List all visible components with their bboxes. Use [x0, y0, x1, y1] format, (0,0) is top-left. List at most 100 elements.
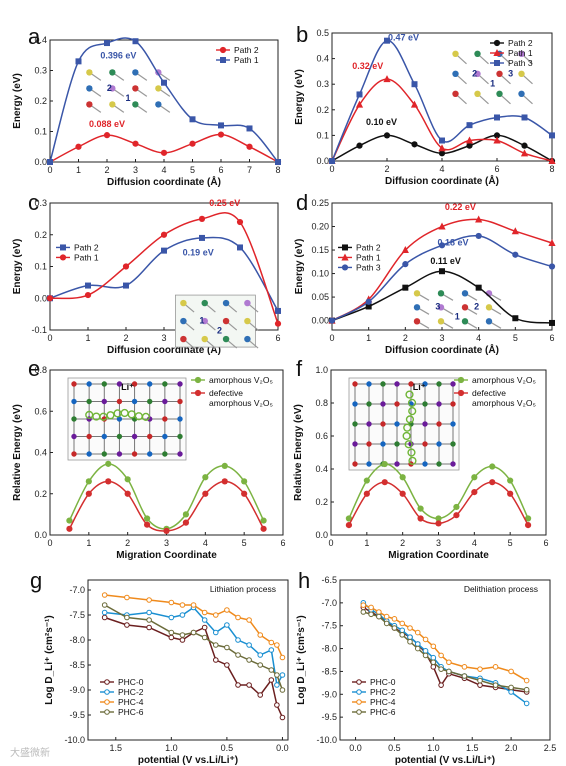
data-point	[411, 81, 418, 88]
data-point	[268, 639, 275, 646]
data-point	[381, 460, 388, 468]
x-tick-label: 4	[161, 165, 166, 175]
atom-dot	[116, 433, 123, 440]
x-tick-label: 8	[549, 164, 554, 174]
atom-dot	[452, 70, 459, 78]
y-tick-label: 0.1	[34, 262, 47, 272]
legend-swatch-marker	[194, 389, 202, 397]
data-point	[435, 515, 442, 522]
data-point	[508, 684, 514, 691]
atom-dot	[71, 451, 77, 457]
legend-label: amorphous V₂O₅	[209, 375, 273, 385]
x-tick-label: 3	[161, 333, 166, 343]
legend-label: PHC-6	[118, 707, 144, 717]
data-point	[257, 632, 264, 638]
y-tick-label: 0.3	[34, 66, 47, 76]
data-point	[101, 602, 108, 608]
x-tick-label: 1	[366, 333, 371, 343]
data-point	[146, 624, 152, 631]
data-point	[122, 263, 130, 270]
data-point	[160, 149, 168, 156]
y-tick-label: -7.0	[69, 585, 85, 595]
value-annotation: 0.25 eV	[209, 198, 240, 208]
y-tick-label: 0.25	[311, 198, 329, 208]
atom-dot	[71, 433, 77, 440]
inset-path-label: 1	[126, 93, 131, 103]
y-tick-label: -9.0	[321, 689, 337, 699]
atom-dot	[86, 85, 93, 92]
legend-label: PHC-0	[118, 677, 144, 687]
data-point	[179, 612, 186, 618]
data-point	[520, 149, 529, 157]
li-path-dot	[405, 390, 414, 399]
atom-dot	[422, 381, 428, 387]
chart-panel-f: f 0 1 2 3 4 5 6 0.0 0.2 0.4 0.6 0.8 1.0 Migration Coor…	[293, 356, 549, 561]
data-point	[453, 503, 460, 511]
atom-dot	[352, 421, 358, 427]
x-tick-label: 0.0	[276, 743, 289, 753]
legend-swatch-marker	[104, 709, 110, 715]
data-point	[475, 284, 482, 291]
value-annotation: 0.32 eV	[352, 61, 383, 71]
atom-dot	[485, 318, 493, 325]
data-point	[422, 652, 429, 659]
legend-swatch-marker	[457, 389, 465, 397]
data-point	[274, 682, 280, 688]
data-point	[461, 664, 468, 670]
legend-label: defective	[209, 388, 243, 398]
data-point	[477, 677, 483, 684]
panel-letter: f	[296, 356, 303, 381]
legend-label: amorphous V₂O₅	[472, 398, 536, 408]
atom-dot	[394, 461, 400, 467]
atom-dot	[452, 90, 459, 98]
atom-dot	[131, 433, 138, 440]
data-point	[512, 315, 519, 322]
inset-li-label: Li⁺	[413, 382, 426, 392]
data-point	[417, 505, 424, 512]
data-point	[235, 614, 241, 621]
data-point	[439, 268, 445, 275]
data-point	[246, 143, 253, 150]
x-axis-label: Migration Coordinate	[388, 550, 489, 561]
legend-swatch-marker	[457, 376, 465, 384]
data-point	[493, 136, 501, 144]
data-point	[407, 638, 413, 645]
legend-label: Path 3	[356, 262, 381, 272]
x-tick-label: 0	[47, 538, 52, 548]
data-point	[402, 284, 409, 291]
data-point	[328, 317, 336, 324]
legend-label: Path 1	[356, 252, 381, 262]
data-point	[268, 677, 275, 683]
atom-dot	[101, 381, 107, 387]
data-point	[549, 132, 555, 139]
panel-letter: c	[28, 190, 39, 215]
data-point	[494, 114, 500, 121]
data-point	[235, 682, 241, 688]
data-point	[414, 641, 421, 647]
y-tick-label: 0.2	[316, 105, 329, 115]
atom-dot	[180, 317, 187, 325]
y-tick-label: 0.0	[34, 293, 47, 303]
data-point	[75, 143, 82, 150]
data-point	[66, 517, 73, 524]
data-point	[508, 689, 514, 695]
data-point	[182, 519, 190, 526]
data-point	[224, 644, 230, 651]
atom-dot	[86, 69, 93, 76]
y-tick-label: 0.1	[316, 130, 329, 140]
x-axis-label: Diffusion coordinate (Å)	[107, 175, 221, 188]
data-point	[132, 140, 139, 147]
x-tick-label: 2	[125, 538, 130, 548]
y-axis-label: Energy (eV)	[294, 69, 305, 125]
y-tick-label: 1.0	[315, 365, 328, 375]
atom-dot	[474, 50, 481, 57]
atom-dot	[177, 433, 183, 440]
data-point	[471, 474, 478, 481]
data-point	[430, 654, 437, 661]
data-point	[279, 714, 286, 721]
atom-dot	[450, 401, 456, 407]
atom-dot	[201, 317, 208, 325]
data-point	[356, 142, 363, 149]
data-point	[190, 602, 197, 608]
